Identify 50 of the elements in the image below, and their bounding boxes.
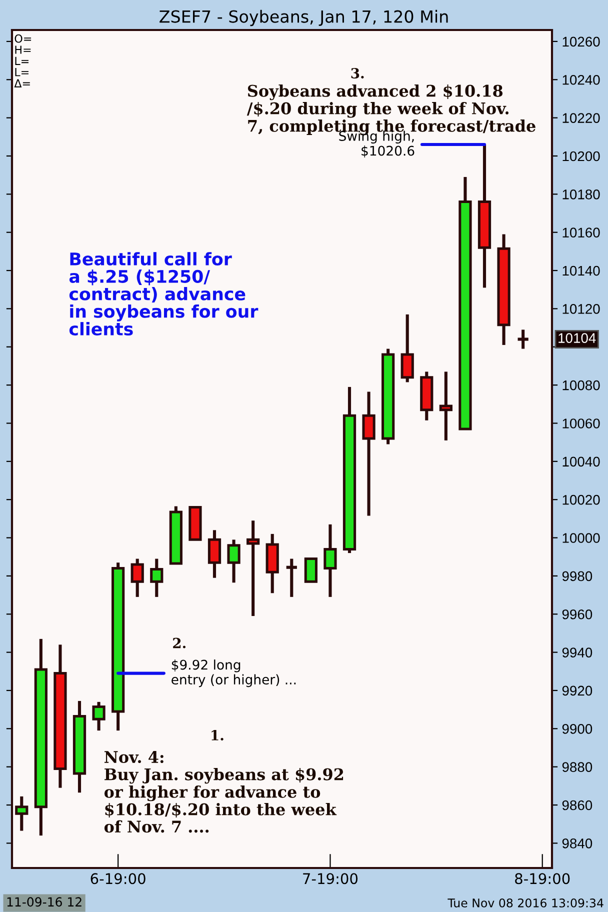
y-tick-label: 10240 (562, 74, 600, 85)
candlestick (304, 558, 318, 583)
y-tick-label: 9940 (562, 648, 592, 658)
y-tick-label: 9920 (562, 686, 592, 696)
text: Tue Nov 08 2016 13:09:34 (448, 898, 604, 908)
x-tick-label: 6-19:00 (90, 873, 146, 884)
chart-title: ZSEF7 - Soybeans, Jan 17, 120 Min (160, 10, 448, 26)
annotation: $9.92 long entry (or higher) ... (172, 660, 296, 688)
candlestick (324, 524, 337, 597)
candlestick (34, 638, 48, 836)
y-tick-label: 9900 (562, 724, 592, 734)
annotation: 3. (351, 68, 364, 78)
annotation: 2. (173, 638, 186, 648)
candlestick (15, 796, 28, 831)
candlestick (266, 534, 279, 594)
candlestick (72, 700, 86, 793)
y-tick-label: 10200 (562, 151, 600, 162)
annotation: 1. (212, 730, 224, 740)
candlestick (208, 530, 222, 578)
candlestick (150, 558, 164, 597)
candlestick (362, 392, 376, 516)
candlestick (478, 144, 492, 288)
y-tick-label: 10160 (562, 228, 600, 238)
annotation: O= H= L= L= Δ= (14, 34, 32, 88)
candlestick (458, 176, 472, 430)
y-tick-label: 9880 (562, 762, 592, 772)
y-tick-label: 10020 (562, 494, 600, 505)
y-tick-label: 10040 (562, 456, 600, 467)
annotation: Beautiful call for a $.25 ($1250/ contract) advance in soybeans for our clients (69, 252, 258, 336)
y-tick-label: 10120 (562, 304, 600, 314)
x-tick-label: 7-19:00 (303, 873, 358, 884)
x-tick-label: 8-19:00 (515, 873, 570, 884)
y-tick-label: 10220 (562, 113, 600, 123)
candlestick (54, 644, 67, 788)
annotation: Nov. 4: Buy Jan. soybeans at $9.92 or higher for advance to $10.18/$.20 into the week of Nov. 7 .... (104, 750, 344, 833)
y-tick-label: 10000 (562, 533, 600, 543)
text: 10104 (558, 333, 596, 343)
y-tick-label: 10180 (562, 190, 600, 200)
y-tick-label: 9840 (562, 838, 592, 848)
y-tick-label: 9960 (562, 609, 592, 620)
y-tick-label: 10060 (562, 418, 600, 428)
candlestick (439, 372, 452, 440)
y-tick-label: 9980 (562, 571, 592, 582)
y-tick-label: 10140 (562, 266, 600, 276)
y-tick-label: 10260 (562, 36, 600, 47)
candlestick (497, 234, 510, 345)
candlestick (246, 520, 260, 616)
y-tick-label: 10080 (562, 380, 600, 390)
y-tick-label: 9860 (562, 800, 592, 810)
text: 11-09-16 12 (7, 897, 82, 907)
